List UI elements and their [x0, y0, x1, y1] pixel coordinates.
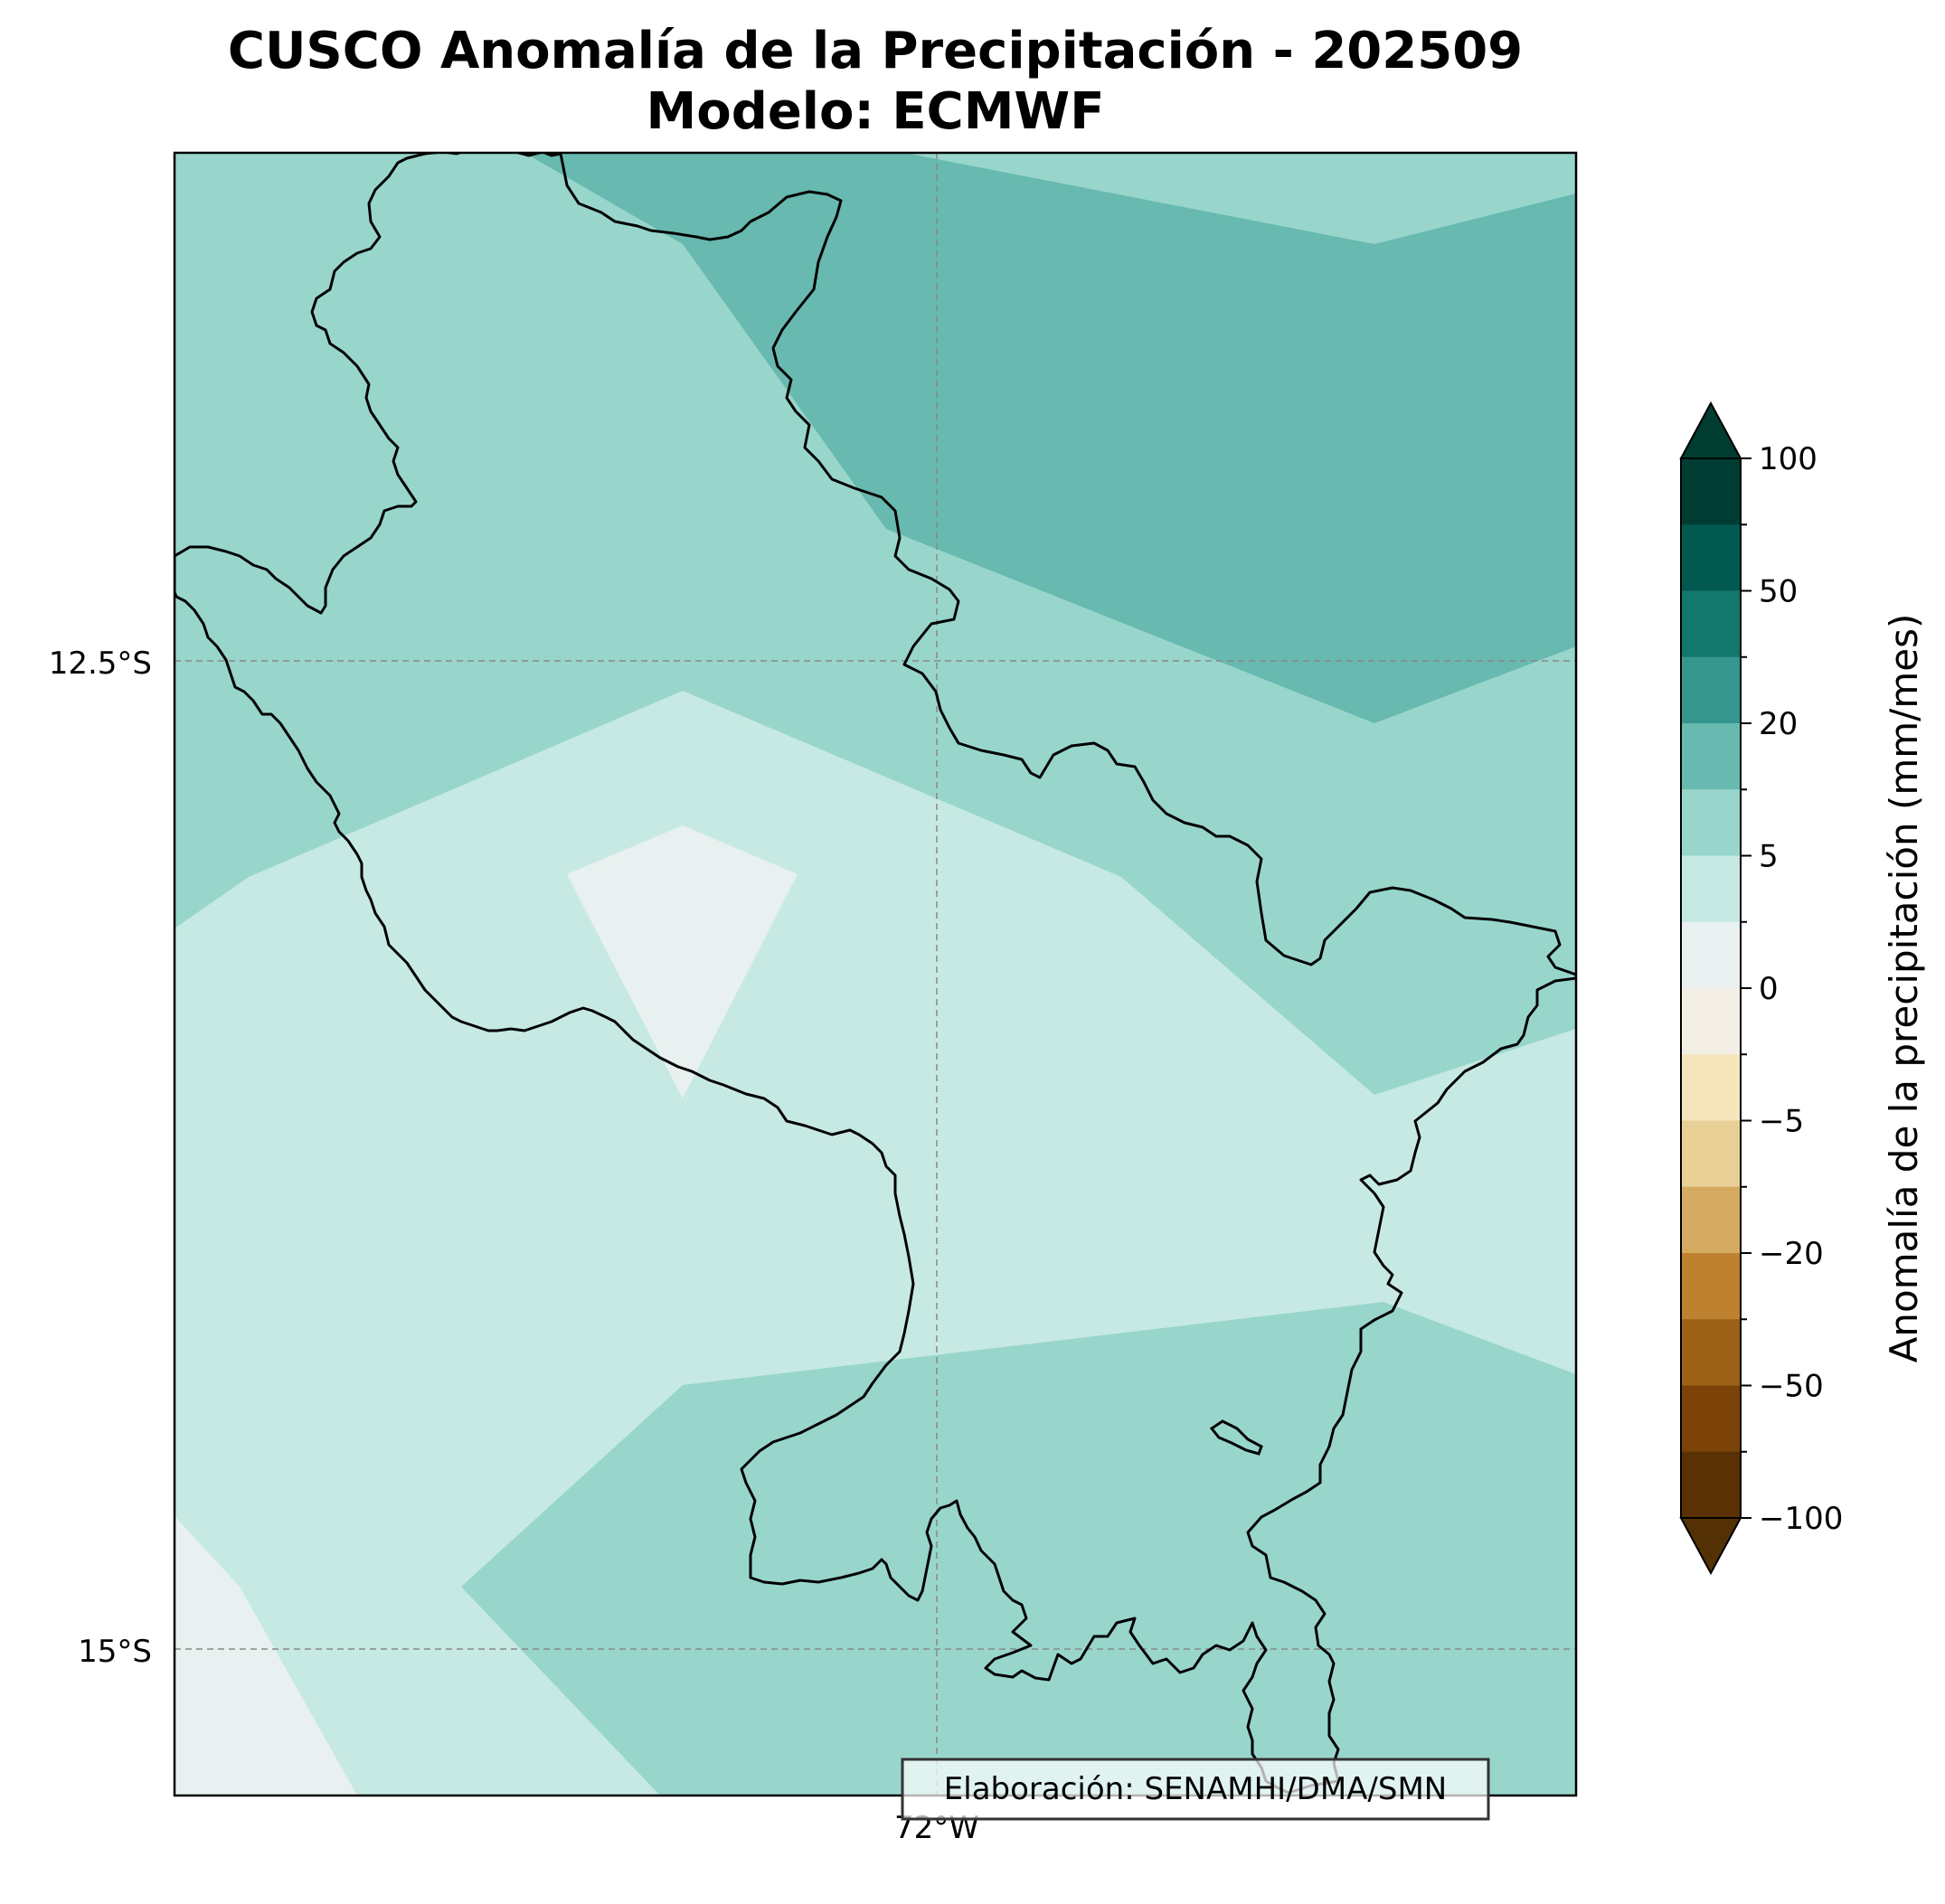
colorbar-band	[1681, 1186, 1741, 1254]
colorbar-band	[1681, 1385, 1741, 1453]
colorbar-tick-label: −50	[1759, 1369, 1824, 1405]
lat-tick-15s: 15°S	[78, 1634, 152, 1670]
colorbar-tick-label: −100	[1759, 1501, 1843, 1537]
colorbar-band	[1681, 1054, 1741, 1121]
colorbar-tick-label: −20	[1759, 1236, 1824, 1272]
credit-box: Elaboración: SENAMHI/DMA/SMN	[901, 1758, 1490, 1821]
credit-box-frame	[901, 1758, 1490, 1821]
map-title: CUSCO Anomalía de la Precipitación - 202…	[228, 22, 1523, 80]
contour-fill-0-2-southwest	[175, 1516, 357, 1796]
colorbar-tick-label: 5	[1759, 839, 1779, 875]
lat-tick-12-5s: 12.5°S	[49, 646, 152, 682]
colorbar-band	[1681, 789, 1741, 856]
lake-outline	[1209, 1419, 1263, 1456]
colorbar-band	[1681, 590, 1741, 658]
colorbar-band	[1681, 1253, 1741, 1320]
contour-fill-5-10-north	[904, 153, 1576, 244]
credit-text: Elaboración: SENAMHI/DMA/SMN	[944, 1771, 1447, 1807]
colorbar-band	[1681, 723, 1741, 790]
colorbar-band	[1681, 1451, 1741, 1519]
colorbar-band	[1681, 988, 1741, 1055]
colorbar-band	[1681, 656, 1741, 724]
contour-fill-0-2-center	[567, 825, 798, 1098]
colorbar-band	[1681, 458, 1741, 525]
colorbar-tick-label: 50	[1759, 574, 1798, 610]
colorbar-band	[1681, 524, 1741, 591]
cusco-boundary	[175, 153, 1576, 1795]
map-area	[175, 153, 1576, 1796]
colorbar-band	[1681, 1120, 1741, 1188]
colorbar-label: Anomalía de la precipitación (mm/mes)	[1882, 614, 1926, 1363]
colorbar-bands	[1681, 458, 1741, 1519]
colorbar-tick-label: 20	[1759, 706, 1798, 742]
colorbar-extend-max	[1679, 401, 1742, 459]
colorbar-tick-label: −5	[1759, 1104, 1804, 1140]
colorbar-extend-min	[1679, 1517, 1742, 1576]
colorbar-band	[1681, 921, 1741, 989]
contour-fill-2-5	[175, 691, 1576, 1796]
map-subtitle: Modelo: ECMWF	[647, 82, 1105, 141]
contour-fill-10-20	[524, 153, 1576, 723]
map-frame	[173, 151, 1578, 1797]
colorbar-tick-label: 100	[1759, 441, 1818, 477]
colorbar-band	[1681, 1319, 1741, 1386]
colorbar-tick-label: 0	[1759, 971, 1779, 1007]
colorbar-band	[1681, 855, 1741, 923]
